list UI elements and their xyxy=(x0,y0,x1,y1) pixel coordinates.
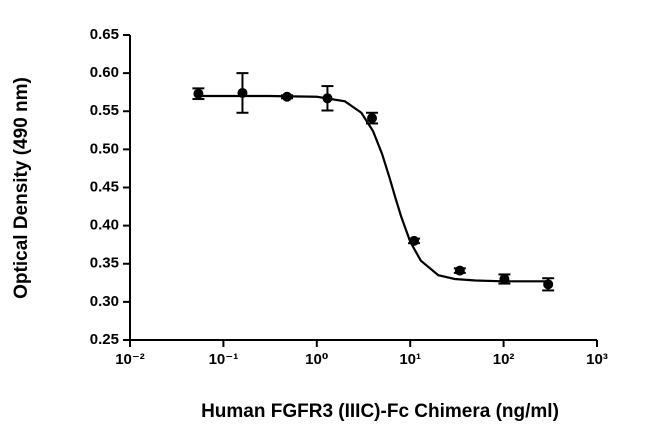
x-tick-label: 10⁰ xyxy=(305,351,328,368)
y-tick-label: 0.25 xyxy=(90,331,119,348)
x-tick-label: 10⁻² xyxy=(115,351,145,368)
x-axis-title: Human FGFR3 (IIIC)-Fc Chimera (ng/ml) xyxy=(201,401,559,422)
y-tick-label: 0.55 xyxy=(90,102,119,119)
y-tick-label: 0.60 xyxy=(90,64,119,81)
y-tick-label: 0.30 xyxy=(90,293,119,310)
data-point xyxy=(193,88,204,99)
x-tick-label: 10² xyxy=(493,351,515,368)
x-tick-label: 10⁻¹ xyxy=(209,351,239,368)
y-tick-label: 0.65 xyxy=(90,26,119,43)
data-point xyxy=(367,113,378,124)
y-tick-label: 0.35 xyxy=(90,255,119,272)
x-tick-label: 10¹ xyxy=(399,351,421,368)
data-point xyxy=(454,265,465,276)
y-tick-label: 0.40 xyxy=(90,217,119,234)
y-axis-title: Optical Density (490 nm) xyxy=(11,77,32,299)
y-tick-label: 0.50 xyxy=(90,140,119,157)
fit-curve xyxy=(198,94,549,283)
y-tick-label: 0.45 xyxy=(90,178,119,195)
x-tick-label: 10³ xyxy=(586,351,608,368)
data-point xyxy=(499,274,510,284)
